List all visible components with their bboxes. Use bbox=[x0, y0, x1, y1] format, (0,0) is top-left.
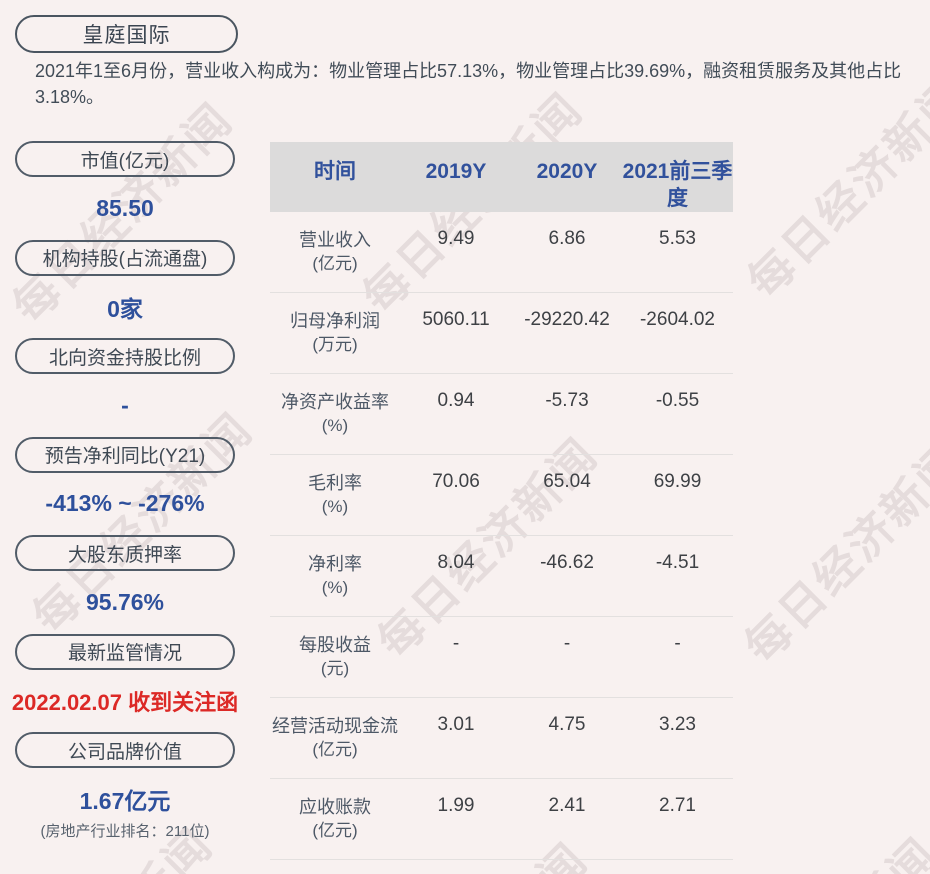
metric-label: 预告净利同比(Y21) bbox=[44, 446, 206, 467]
table-row-operating-cashflow: 经营活动现金流 (亿元) 3.01 4.75 3.23 bbox=[270, 698, 733, 779]
row-label-name: 营业收入 bbox=[299, 230, 371, 250]
table-row-net-margin: 净利率 (%) 8.04 -46.62 -4.51 bbox=[270, 536, 733, 617]
metric-label-pill: 市值(亿元) bbox=[15, 141, 235, 177]
metric-label: 机构持股(占流通盘) bbox=[42, 249, 208, 270]
table-header-cell: 2020Y bbox=[536, 160, 598, 183]
metric-value: - bbox=[121, 391, 129, 418]
table-cell-value: 8.04 bbox=[437, 552, 475, 573]
metric-label-pill: 北向资金持股比例 bbox=[15, 338, 235, 374]
row-label-unit: (亿元) bbox=[312, 254, 358, 273]
table-row-revenue: 营业收入 (亿元) 9.49 6.86 5.53 bbox=[270, 212, 733, 293]
metric-item-pledge-ratio: 大股东质押率 95.76% bbox=[15, 535, 235, 634]
metrics-sidebar: 市值(亿元) 85.50 机构持股(占流通盘) 0家 北向资金持股比例 - 预告… bbox=[11, 141, 239, 841]
metric-value: 95.76% bbox=[85, 588, 164, 615]
table-row-net-profit: 归母净利润 (万元) 5060.11 -29220.42 -2604.02 bbox=[270, 293, 733, 374]
table-cell-value: -4.51 bbox=[655, 552, 700, 573]
table-cell-value: 69.99 bbox=[653, 471, 702, 492]
row-label-unit: (亿元) bbox=[312, 821, 358, 840]
metric-item-institution-holding: 机构持股(占流通盘) 0家 bbox=[15, 239, 235, 339]
table-cell-value: 9.49 bbox=[437, 228, 475, 249]
table-row-gross-margin: 毛利率 (%) 70.06 65.04 69.99 bbox=[270, 455, 733, 536]
table-cell-value: -5.73 bbox=[545, 390, 589, 411]
metric-value: 1.67亿元 bbox=[79, 788, 171, 814]
table-cell-value: 4.75 bbox=[548, 714, 586, 735]
table-cell-value: - bbox=[563, 633, 571, 654]
row-label-name: 应收账款 bbox=[299, 797, 371, 817]
table-cell-value: 6.86 bbox=[548, 228, 586, 249]
metric-label-pill: 最新监管情况 bbox=[15, 633, 235, 670]
metric-item-northbound-holding: 北向资金持股比例 - bbox=[15, 338, 235, 437]
table-cell-value: -46.62 bbox=[540, 552, 594, 573]
table-row-accounts-receivable: 应收账款 (亿元) 1.99 2.41 2.71 bbox=[270, 779, 733, 860]
table-cell-value: 2.71 bbox=[659, 795, 696, 816]
metric-label-pill: 机构持股(占流通盘) bbox=[15, 239, 235, 276]
industry-rank-note: (房地产行业排名：211位) bbox=[40, 823, 210, 840]
metric-label-pill: 预告净利同比(Y21) bbox=[15, 436, 235, 473]
table-cell-value: 5.53 bbox=[659, 228, 696, 249]
row-label-name: 净资产收益率 bbox=[281, 392, 389, 412]
row-label-unit: (%) bbox=[321, 578, 349, 597]
table-cell-value: 3.23 bbox=[659, 714, 696, 735]
row-label-unit: (亿元) bbox=[312, 740, 358, 759]
metric-label: 市值(亿元) bbox=[80, 150, 170, 172]
table-row-eps: 每股收益 (元) - - - bbox=[270, 617, 733, 698]
table-header-cell: 时间 bbox=[314, 160, 356, 183]
row-label-unit: (万元) bbox=[312, 335, 358, 354]
table-row-roe: 净资产收益率 (%) 0.94 -5.73 -0.55 bbox=[270, 374, 733, 455]
metric-label: 北向资金持股比例 bbox=[48, 347, 201, 369]
row-label-name: 每股收益 bbox=[299, 635, 371, 655]
company-name-badge: 皇庭国际 bbox=[15, 15, 238, 53]
metric-item-profit-forecast: 预告净利同比(Y21) -413% ~ -276% bbox=[15, 436, 235, 536]
metric-item-brand-value: 公司品牌价值 1.67亿元 (房地产行业排名：211位) bbox=[15, 732, 235, 841]
table-cell-value: - bbox=[674, 633, 681, 654]
table-cell-value: 3.01 bbox=[437, 714, 475, 735]
metric-label-pill: 公司品牌价值 bbox=[15, 732, 235, 768]
metric-item-regulation-status: 最新监管情况 2022.02.07 收到关注函 bbox=[11, 633, 239, 733]
financial-table: 时间 2019Y 2020Y 2021前三季度 营业收入 (亿元) 9.49 6… bbox=[270, 142, 733, 860]
watermark-text: 每日经济新闻 bbox=[700, 820, 930, 874]
table-header-cell: 2019Y bbox=[425, 160, 487, 183]
table-cell-value: 5060.11 bbox=[422, 309, 490, 330]
row-label-name: 毛利率 bbox=[308, 473, 362, 493]
metric-label: 大股东质押率 bbox=[67, 544, 182, 566]
table-cell-value: - bbox=[452, 633, 460, 654]
watermark-text: 每日经济新闻 bbox=[734, 432, 930, 673]
row-label-name: 归母净利润 bbox=[290, 311, 380, 331]
table-cell-value: 1.99 bbox=[437, 795, 475, 816]
revenue-composition-description: 2021年1至6月份，营业收入构成为：物业管理占比57.13%，物业管理占比39… bbox=[35, 61, 902, 107]
table-header-row: 时间 2019Y 2020Y 2021前三季度 bbox=[270, 142, 733, 212]
table-cell-value: 0.94 bbox=[437, 390, 475, 411]
table-cell-value: 65.04 bbox=[543, 471, 591, 492]
table-header-cell: 2021前三季度 bbox=[622, 160, 733, 210]
row-label-unit: (元) bbox=[320, 659, 350, 678]
row-label-name: 净利率 bbox=[308, 554, 362, 574]
metric-value: -413% ~ -276% bbox=[45, 490, 205, 516]
metric-value: 0家 bbox=[107, 295, 143, 322]
metric-item-market-cap: 市值(亿元) 85.50 bbox=[15, 141, 235, 240]
row-label-unit: (%) bbox=[321, 497, 349, 516]
table-cell-value: -29220.42 bbox=[524, 309, 610, 330]
company-name: 皇庭国际 bbox=[82, 24, 171, 47]
metric-value: 85.50 bbox=[96, 194, 154, 221]
table-cell-value: -0.55 bbox=[655, 390, 700, 411]
row-label-name: 经营活动现金流 bbox=[272, 716, 398, 736]
metric-value-alert: 2022.02.07 收到关注函 bbox=[11, 689, 239, 715]
metric-label: 公司品牌价值 bbox=[67, 741, 182, 763]
metric-label: 最新监管情况 bbox=[67, 643, 182, 664]
metric-label-pill: 大股东质押率 bbox=[15, 535, 235, 571]
row-label-unit: (%) bbox=[321, 416, 349, 435]
table-cell-value: -2604.02 bbox=[639, 309, 715, 330]
table-cell-value: 2.41 bbox=[548, 795, 586, 816]
table-cell-value: 70.06 bbox=[432, 471, 480, 492]
